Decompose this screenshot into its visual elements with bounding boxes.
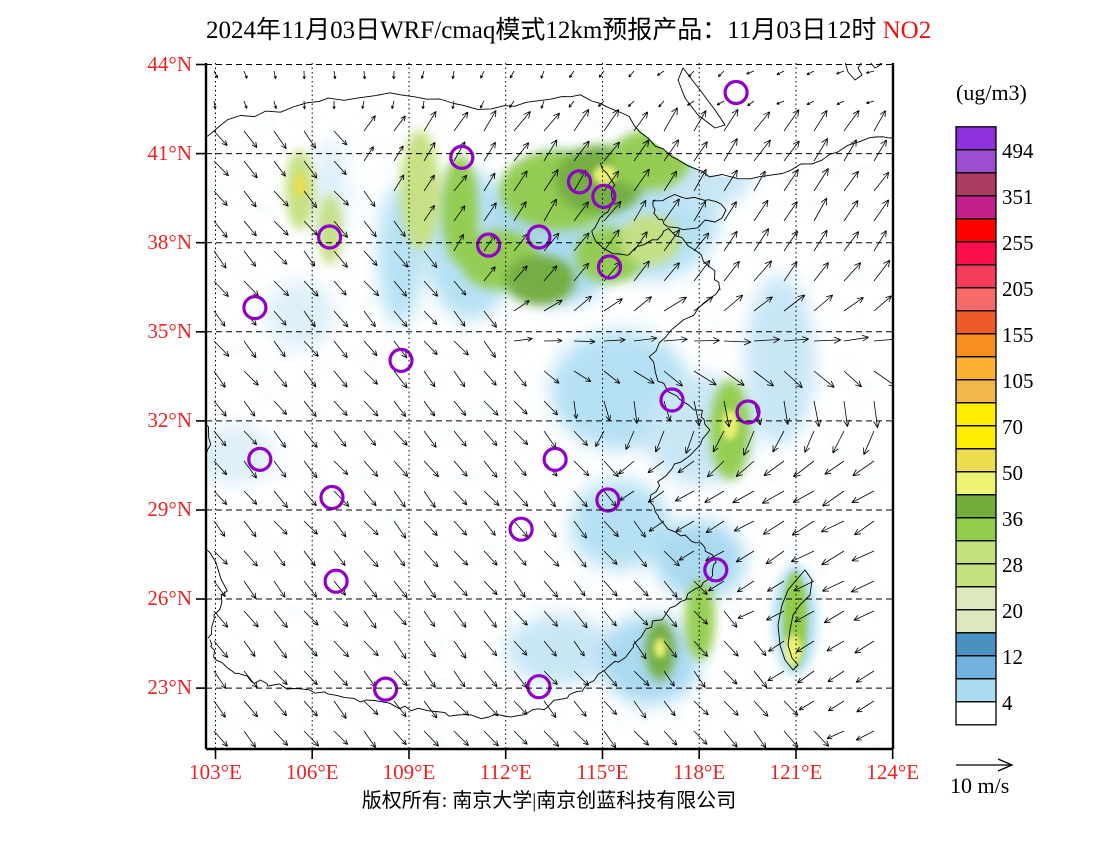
svg-text:36: 36 <box>1002 507 1023 531</box>
svg-text:32°N: 32°N <box>147 408 192 432</box>
svg-text:35°N: 35°N <box>147 319 192 343</box>
svg-text:103°E: 103°E <box>189 760 242 784</box>
svg-text:121°E: 121°E <box>770 760 823 784</box>
svg-text:10 m/s: 10 m/s <box>950 773 1009 798</box>
svg-text:44°N: 44°N <box>147 52 192 76</box>
svg-text:118°E: 118°E <box>673 760 725 784</box>
svg-text:50: 50 <box>1002 461 1023 485</box>
svg-text:41°N: 41°N <box>147 141 192 165</box>
svg-text:351: 351 <box>1002 185 1034 209</box>
svg-text:20: 20 <box>1002 599 1023 623</box>
svg-text:70: 70 <box>1002 415 1023 439</box>
svg-text:494: 494 <box>1002 139 1034 163</box>
svg-text:255: 255 <box>1002 231 1034 255</box>
svg-text:4: 4 <box>1002 691 1013 715</box>
svg-text:23°N: 23°N <box>147 675 192 699</box>
svg-text:12: 12 <box>1002 645 1023 669</box>
svg-text:205: 205 <box>1002 277 1034 301</box>
svg-text:112°E: 112°E <box>480 760 532 784</box>
svg-text:109°E: 109°E <box>383 760 436 784</box>
svg-text:155: 155 <box>1002 323 1034 347</box>
svg-text:26°N: 26°N <box>147 586 192 610</box>
svg-text:28: 28 <box>1002 553 1023 577</box>
svg-text:29°N: 29°N <box>147 497 192 521</box>
svg-text:38°N: 38°N <box>147 230 192 254</box>
svg-text:106°E: 106°E <box>286 760 339 784</box>
svg-text:105: 105 <box>1002 369 1034 393</box>
svg-text:版权所有: 南京大学|南京创蓝科技有限公司: 版权所有: 南京大学|南京创蓝科技有限公司 <box>362 789 737 812</box>
svg-text:(ug/m3): (ug/m3) <box>956 80 1027 105</box>
svg-text:115°E: 115°E <box>577 760 629 784</box>
svg-text:124°E: 124°E <box>866 760 919 784</box>
